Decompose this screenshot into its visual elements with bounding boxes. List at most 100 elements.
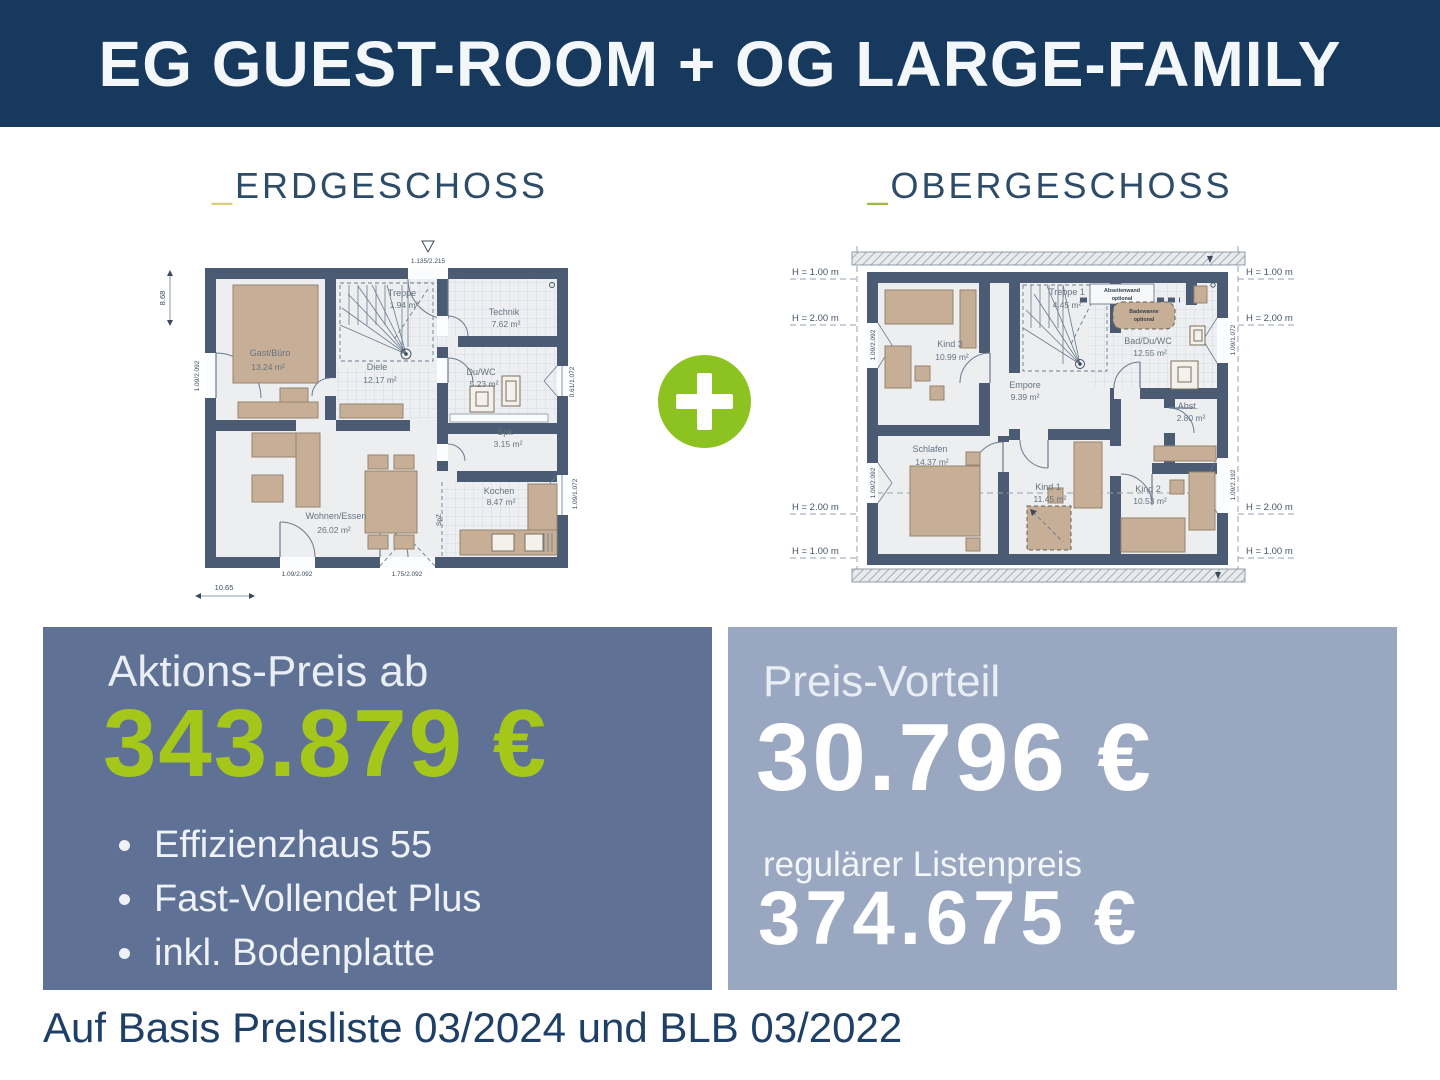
- room-label-empore: Empore 9.39 m²: [1009, 380, 1041, 402]
- og-stair: [1022, 284, 1108, 372]
- svg-text:12.17 m²: 12.17 m²: [363, 375, 397, 385]
- feature-item: inkl. Bodenplatte: [148, 927, 481, 981]
- svg-text:7.62 m²: 7.62 m²: [492, 319, 521, 329]
- og-doors-windows: [867, 317, 1228, 514]
- svg-text:10.53 m²: 10.53 m²: [1133, 496, 1167, 506]
- room-label-spk: Spk 3.15 m²: [494, 427, 523, 449]
- svg-text:Bad/Du/WC: Bad/Du/WC: [1124, 336, 1172, 346]
- floorplan-erdgeschoss: 1.135/2.215 8.68 1.09/2.092 0.61/1.072 1…: [158, 240, 579, 599]
- svg-text:Treppe 1: Treppe 1: [1049, 287, 1085, 297]
- svg-text:Kind 2: Kind 2: [1135, 484, 1161, 494]
- svg-text:Abst.: Abst.: [1178, 401, 1199, 411]
- og-hline-left-4: H = 1.00 m: [792, 546, 839, 557]
- title-banner: EG GUEST-ROOM + OG LARGE-FAMILY: [0, 0, 1440, 127]
- eg-dim-bottom-left: 1.09/2.092: [282, 571, 313, 578]
- eg-dim-height: 8.68: [158, 291, 167, 306]
- eg-dim-right-lower: 1.09/1.072: [572, 478, 579, 509]
- room-label-treppe1: Treppe 1 4.45 m²: [1049, 287, 1085, 310]
- eg-dim-right-upper: 0.61/1.072: [569, 366, 576, 397]
- price-advantage-box: Preis-Vorteil 30.796 € regulärer Listenp…: [728, 627, 1397, 990]
- room-label-schlafen: Schlafen 14.37 m²: [912, 444, 948, 467]
- eg-stair: [339, 282, 434, 362]
- svg-text:5.23 m²: 5.23 m²: [470, 379, 499, 389]
- eg-dim-left-door: 1.09/2.092: [194, 360, 201, 391]
- room-label-kind3: Kind 3 10.99 m²: [935, 339, 969, 362]
- heading-erdgeschoss: _ERDGESCHOSS: [150, 165, 610, 207]
- heading-underscore-eg: _: [211, 165, 235, 206]
- room-label-kochen: Kochen 8.47 m²: [484, 486, 516, 507]
- og-dim-left-lower: 1.09/2.092: [870, 467, 877, 498]
- action-price-box: Aktions-Preis ab 343.879 € Effizienzhaus…: [43, 627, 712, 990]
- room-label-wohnen-essen: Wohnen/Essen 26.02 m²: [306, 511, 367, 535]
- og-dimensions: 1.09/2.092 1.09/2.092 1.09/1.072 1.09/2.…: [870, 324, 1237, 500]
- svg-text:1.94 m²: 1.94 m²: [390, 300, 419, 310]
- svg-text:26.02 m²: 26.02 m²: [317, 525, 351, 535]
- action-feature-list: Effizienzhaus 55 Fast-Vollendet Plus ink…: [118, 819, 481, 981]
- eg-dim-bottom-mid: 1.75/2.092: [392, 571, 423, 578]
- feature-item: Fast-Vollendet Plus: [148, 873, 481, 927]
- svg-text:2.80 m²: 2.80 m²: [1177, 413, 1206, 423]
- eg-dim-pass: SpZ: [436, 514, 443, 526]
- svg-text:Wohnen/Essen: Wohnen/Essen: [306, 511, 367, 521]
- note-badewanne-2: optional: [1134, 317, 1155, 323]
- advantage-label: Preis-Vorteil: [763, 657, 1001, 706]
- og-dim-left-upper: 1.09/2.092: [870, 329, 877, 360]
- svg-text:Empore: Empore: [1009, 380, 1041, 390]
- og-room-labels: Treppe 1 4.45 m² Kind 3 10.99 m² Bad/Du/…: [912, 287, 1205, 506]
- svg-text:11.45 m²: 11.45 m²: [1034, 494, 1067, 504]
- svg-text:Treppe: Treppe: [388, 288, 416, 298]
- room-label-kind2: Kind 2 10.53 m²: [1133, 484, 1167, 506]
- og-hline-right-4: H = 1.00 m: [1246, 546, 1293, 557]
- eg-furniture: [232, 282, 558, 556]
- svg-text:12.55 m²: 12.55 m²: [1133, 348, 1167, 358]
- advantage-value: 30.796 €: [756, 704, 1154, 811]
- room-label-technik: Technik 7.62 m²: [489, 307, 521, 329]
- svg-text:8.47 m²: 8.47 m²: [487, 497, 516, 507]
- plus-icon: [658, 355, 751, 448]
- og-height-labels: H = 1.00 m H = 2.00 m H = 2.00 m H = 1.0…: [790, 267, 1296, 559]
- eg-dim-width: 10.65: [215, 583, 234, 592]
- list-price-label: regulärer Listenpreis: [763, 845, 1083, 884]
- og-hline-left-1: H = 1.00 m: [792, 267, 839, 278]
- svg-text:9.39 m²: 9.39 m²: [1011, 392, 1040, 402]
- room-label-treppe: Treppe 1.94 m²: [388, 288, 419, 310]
- svg-text:Kind 1: Kind 1: [1035, 482, 1061, 492]
- svg-text:Schlafen: Schlafen: [912, 444, 947, 454]
- heading-label-og: OBERGESCHOSS: [890, 165, 1233, 206]
- eg-dimensions: 1.135/2.215 8.68 1.09/2.092 0.61/1.072 1…: [158, 240, 579, 599]
- feature-item: Effizienzhaus 55: [148, 819, 481, 873]
- note-abseitenwand-2: optional: [1112, 296, 1133, 302]
- price-basis-footnote: Auf Basis Preisliste 03/2024 und BLB 03/…: [43, 1004, 903, 1051]
- og-furniture: [884, 282, 1217, 553]
- note-abseitenwand-1: Abseitenwand: [1104, 288, 1140, 294]
- og-dim-right-upper: 1.09/1.072: [1230, 324, 1237, 355]
- og-hline-left-2: H = 2.00 m: [792, 313, 839, 324]
- plus-bar-vertical: [697, 373, 712, 430]
- svg-text:13.24 m²: 13.24 m²: [251, 362, 285, 372]
- room-label-diele: Diele 12.17 m²: [363, 362, 397, 385]
- svg-text:3.15 m²: 3.15 m²: [494, 439, 523, 449]
- svg-text:Kochen: Kochen: [484, 486, 515, 496]
- heading-label-eg: ERDGESCHOSS: [234, 165, 549, 206]
- room-label-bad-du-wc: Bad/Du/WC 12.55 m²: [1124, 336, 1172, 358]
- eg-dim-entry: 1.135/2.215: [411, 258, 446, 265]
- svg-text:Technik: Technik: [489, 307, 520, 317]
- action-price-label: Aktions-Preis ab: [108, 647, 429, 696]
- page-title: EG GUEST-ROOM + OG LARGE-FAMILY: [98, 27, 1342, 100]
- svg-text:Kind 3: Kind 3: [937, 339, 963, 349]
- action-price-value: 343.879 €: [103, 690, 549, 797]
- room-label-du-wc: Du/WC 5.23 m²: [467, 367, 499, 389]
- svg-text:Gast/Büro: Gast/Büro: [250, 348, 291, 358]
- svg-text:4.45 m²: 4.45 m²: [1053, 300, 1082, 310]
- og-guides: [851, 246, 1246, 586]
- note-badewanne-1: Badewanne: [1129, 309, 1158, 315]
- svg-text:10.99 m²: 10.99 m²: [935, 352, 969, 362]
- room-label-kind1: Kind 1 11.45 m²: [1034, 482, 1067, 504]
- og-hline-right-3: H = 2.00 m: [1246, 502, 1293, 513]
- heading-obergeschoss: _OBERGESCHOSS: [790, 165, 1310, 207]
- floorplan-obergeschoss: H = 1.00 m H = 2.00 m H = 2.00 m H = 1.0…: [790, 246, 1296, 586]
- og-notes: Abseitenwand optional Badewanne optional: [1104, 288, 1159, 323]
- svg-text:Spk: Spk: [497, 427, 513, 437]
- room-label-abst: Abst. 2.80 m²: [1177, 401, 1206, 423]
